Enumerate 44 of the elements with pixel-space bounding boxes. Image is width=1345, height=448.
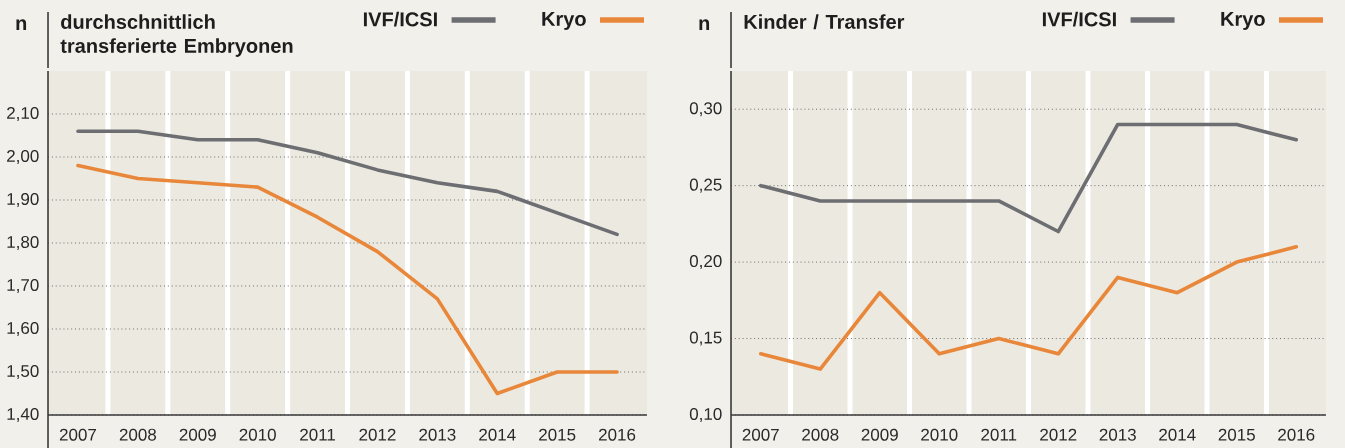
x-tick-label: 2011 <box>300 428 335 441</box>
legend-label: IVF/ICSI <box>363 11 437 27</box>
y-tick-label: 2,10 <box>7 106 39 122</box>
x-tick-label: 2016 <box>599 428 636 441</box>
y-tick-label: 0,10 <box>689 407 722 423</box>
legend-label: IVF/ICSI <box>1042 11 1116 27</box>
line-series <box>76 163 619 396</box>
y-tick-label: 0,20 <box>689 255 722 270</box>
x-tick-label: 2016 <box>1278 428 1315 441</box>
x-tick-label: 2015 <box>539 428 576 441</box>
x-tick-label: 2010 <box>239 428 276 441</box>
y-axis-title: n <box>699 19 710 30</box>
x-tick-label: 2008 <box>119 428 157 441</box>
x-tick-label: 2012 <box>1040 428 1077 441</box>
chart-title: Kinder / Transfer <box>744 14 905 30</box>
x-tick-label: 2015 <box>1218 428 1255 441</box>
x-tick-label: 2007 <box>742 428 779 441</box>
legend-label: Kryo <box>1221 12 1265 30</box>
x-tick-label: 2014 <box>479 428 516 441</box>
y-tick-label: 0,30 <box>689 102 722 117</box>
line-series <box>76 129 619 237</box>
y-tick-label: 2,00 <box>7 149 39 165</box>
y-tick-label: 1,50 <box>7 364 39 380</box>
y-tick-label: 1,90 <box>7 192 39 208</box>
y-tick-label: 0,25 <box>689 178 722 193</box>
y-tick-label: 0,15 <box>689 331 722 346</box>
y-tick-label: 1,40 <box>7 407 39 423</box>
y-tick-label: 1,60 <box>7 321 39 337</box>
x-tick-label: 2014 <box>1159 428 1196 441</box>
chart-title: durchschnittlich transferierte Embryonen <box>60 14 293 57</box>
x-tick-label: 2013 <box>419 428 456 441</box>
y-tick-label: 1,80 <box>7 235 39 251</box>
y-axis-title: n <box>16 19 27 30</box>
x-tick-label: 2009 <box>861 428 898 441</box>
legend-label: Kryo <box>542 12 586 30</box>
x-tick-label: 2009 <box>179 428 216 441</box>
x-tick-label: 2011 <box>981 428 1017 441</box>
x-tick-label: 2008 <box>802 428 839 441</box>
line-series <box>758 245 1299 371</box>
x-tick-label: 2013 <box>1099 428 1136 441</box>
y-tick-label: 1,70 <box>7 278 39 294</box>
x-tick-label: 2012 <box>359 428 396 441</box>
x-tick-label: 2007 <box>59 428 97 441</box>
x-tick-label: 2010 <box>921 428 958 441</box>
